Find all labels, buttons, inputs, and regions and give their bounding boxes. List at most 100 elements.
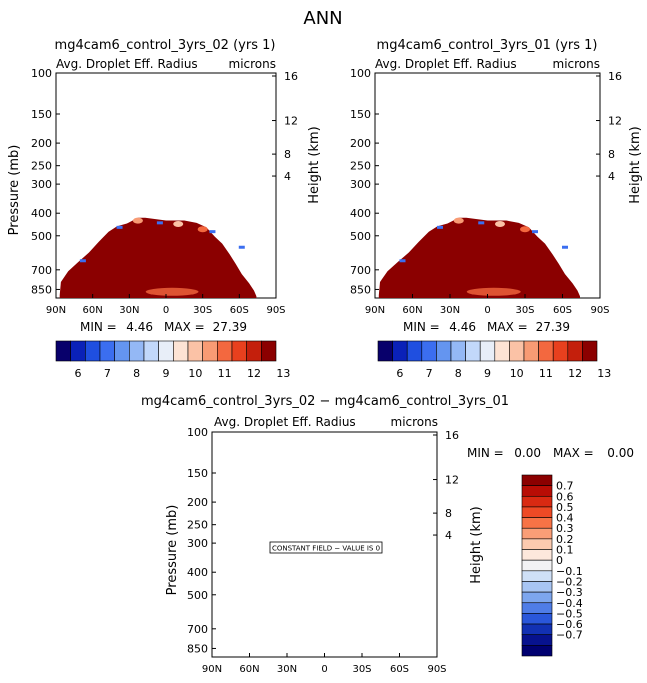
max-value: 27.39 (536, 320, 570, 334)
colorbar-swatch (231, 340, 247, 362)
colorbar-label: 11 (218, 367, 232, 380)
colorbar-swatch (567, 340, 583, 362)
colorbar-swatch (450, 340, 466, 362)
constant-note-box (269, 541, 383, 554)
colorbar-swatch (552, 340, 569, 362)
pressure-tick-label: 150 (350, 108, 371, 121)
pressure-tick-label: 400 (187, 566, 208, 579)
colorbar-label: 0.1 (556, 544, 574, 557)
pressure-tick-label: 250 (31, 160, 52, 173)
latitude-axis: 90N 60N 30N 0 30S 60S 90S (202, 653, 447, 675)
colorbar-label: 12 (247, 367, 261, 380)
colorbar-swatch (421, 340, 437, 362)
pressure-tick-label: 300 (350, 178, 371, 191)
latitude-tick-label: 90N (46, 305, 66, 316)
colorbar-swatch (538, 340, 554, 362)
field-edge-cell (173, 220, 184, 227)
max-value: 0.00 (607, 446, 634, 460)
pressure-tick-label: 400 (350, 207, 371, 220)
field-max-region (59, 217, 257, 298)
variable-label: Avg. Droplet Eff. Radius (214, 415, 356, 429)
pressure-tick-label: 700 (350, 264, 371, 277)
pressure-tick-label: 300 (187, 537, 208, 550)
colorbar-swatch (187, 340, 203, 362)
colorbar-label: 10 (510, 367, 524, 380)
units-label: microns (553, 57, 601, 71)
pressure-tick-label: 200 (31, 137, 52, 150)
colorbar-swatch (521, 485, 553, 497)
height-tick-label: 16 (608, 70, 622, 83)
y-axis-label-height: Height (km) (307, 126, 322, 203)
pressure-tick-label: 700 (31, 264, 52, 277)
colorbar-swatch (99, 340, 115, 362)
colorbar-label: 0.7 (556, 480, 574, 493)
field-low-cell (116, 225, 123, 229)
colorbar-swatch (217, 340, 233, 362)
height-tick-label: 8 (445, 507, 452, 520)
latitude-tick-label: 60N (402, 305, 422, 316)
height-tick-label: 4 (608, 170, 615, 183)
latitude-tick-label: 60S (230, 305, 249, 316)
field-layer (59, 217, 257, 298)
colorbar-swatch (521, 581, 553, 593)
colorbar-swatch (55, 340, 71, 362)
height-axis: 16 12 8 4 (272, 70, 298, 183)
field-low-cell (562, 245, 568, 249)
field-low-cell (532, 230, 538, 234)
latitude-tick-label: 60N (239, 664, 259, 675)
height-tick-label: 16 (284, 70, 298, 83)
colorbar-label: 8 (133, 367, 140, 380)
colorbar-label: −0.1 (556, 565, 583, 578)
colorbar-swatch (465, 340, 481, 362)
pressure-tick-label: 400 (31, 207, 52, 220)
colorbar-swatch (70, 340, 86, 362)
pressure-tick-label: 300 (31, 178, 52, 191)
min-label: MIN = (403, 320, 440, 334)
colorbar-swatch (158, 340, 174, 362)
pressure-tick-label: 150 (187, 467, 208, 480)
latitude-axis: 90N 60N 30N 0 30S 60S 90S (365, 294, 610, 316)
height-axis: 16 12 8 4 (596, 70, 622, 183)
max-label: MAX = (164, 320, 205, 334)
min-value: 4.46 (449, 320, 476, 334)
colorbar-swatch (582, 340, 598, 362)
pressure-tick-label: 250 (350, 160, 371, 173)
colorbar-swatch (521, 559, 553, 572)
field-edge-cell (520, 226, 530, 233)
colorbar-swatch (521, 591, 553, 604)
colorbar-label: 0 (556, 554, 563, 567)
colorbar-swatch (521, 527, 553, 540)
latitude-tick-label: 90S (427, 664, 446, 675)
colorbar-label: 13 (276, 367, 290, 380)
colorbar-swatch (521, 538, 553, 550)
field-low-cell (399, 259, 406, 263)
pressure-tick-label: 700 (187, 623, 208, 636)
y-axis-label-height: Height (km) (469, 506, 484, 583)
latitude-tick-label: 30S (515, 305, 534, 316)
colorbar-swatch (509, 340, 525, 362)
colorbar-swatch (494, 340, 510, 362)
colorbar-swatch (114, 340, 130, 362)
latitude-tick-label: 30N (119, 305, 139, 316)
panel-title: mg4cam6_control_3yrs_01 (yrs 1) (377, 38, 598, 53)
max-value: 27.39 (213, 320, 247, 334)
pressure-tick-label: 100 (31, 67, 52, 80)
pressure-tick-label: 150 (31, 108, 52, 121)
y-axis-label-height: Height (km) (628, 126, 643, 203)
colorbar-swatch (246, 340, 262, 362)
field-edge-cell (495, 220, 505, 227)
colorbar-swatch (521, 602, 553, 614)
colorbar-label: 0.4 (556, 512, 574, 525)
pressure-tick-label: 200 (187, 496, 208, 509)
colorbar-swatch (521, 517, 553, 529)
units-label: microns (391, 415, 439, 429)
panel-difference: mg4cam6_control_3yrs_02 − mg4cam6_contro… (141, 394, 634, 675)
colorbar-label: 10 (188, 367, 202, 380)
constant-note: CONSTANT FIELD − VALUE IS 0 (272, 545, 380, 553)
pressure-tick-label: 100 (350, 67, 371, 80)
latitude-tick-label: 60S (390, 664, 409, 675)
colorbar-swatch (521, 549, 553, 561)
colorbar: 6 7 8 9 10 11 12 13 (55, 340, 290, 380)
max-label: MAX = (553, 446, 594, 460)
